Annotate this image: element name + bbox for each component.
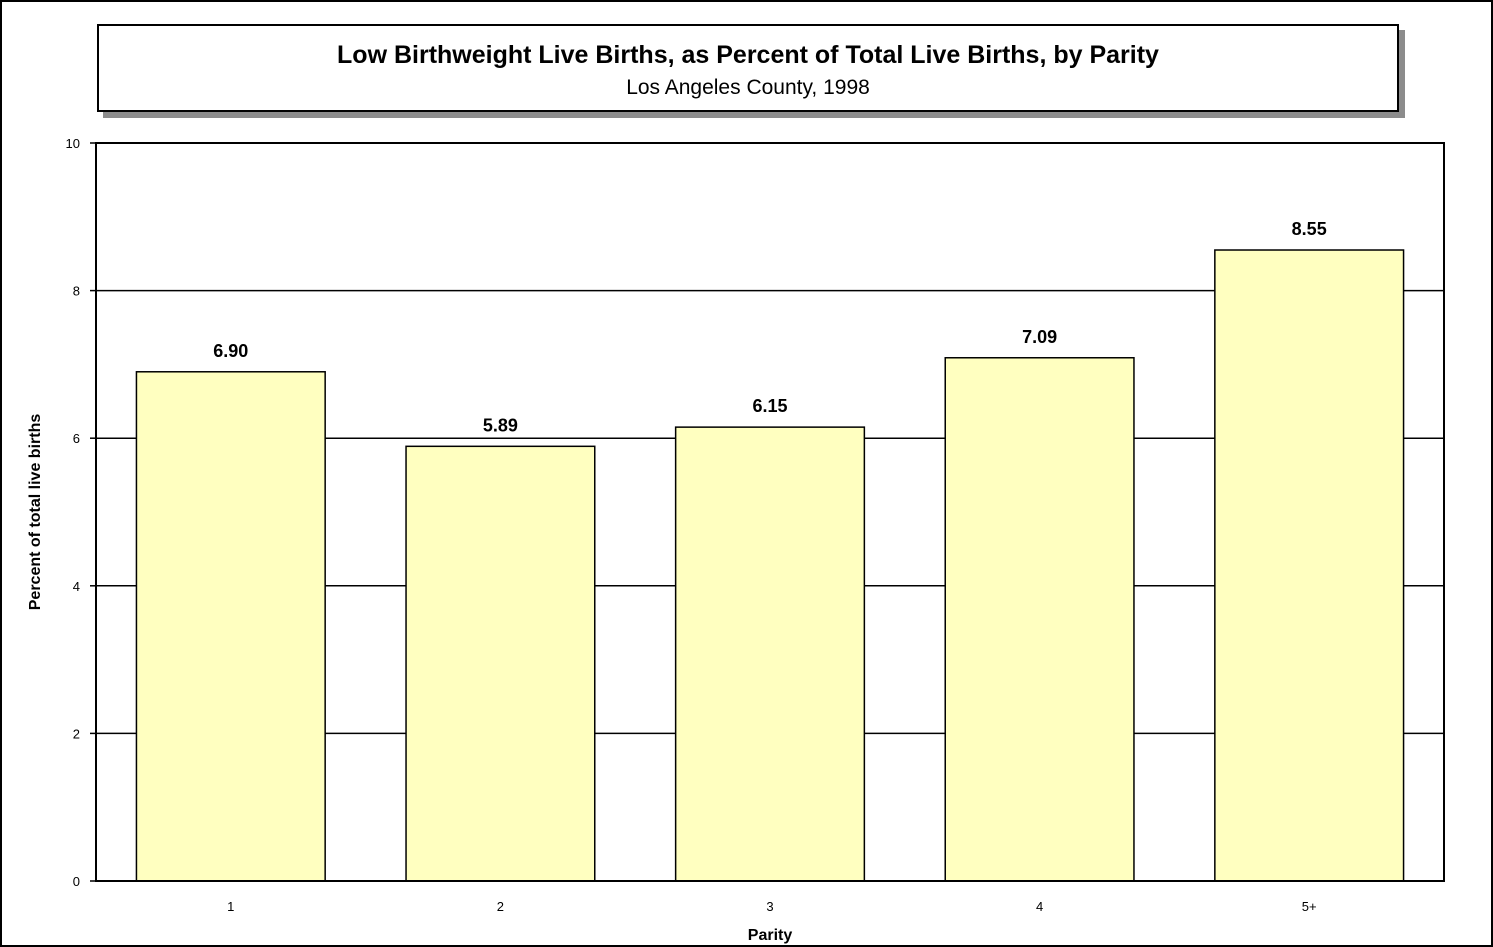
title-box: Low Birthweight Live Births, as Percent … [97,24,1399,112]
y-tick-label: 10 [66,136,80,151]
y-tick-label: 2 [73,726,80,741]
data-label: 6.90 [213,341,248,361]
bar-1 [135,371,326,882]
x-tick-label: 4 [1036,899,1043,914]
bar-4 [944,357,1135,882]
y-tick-label: 4 [73,579,80,594]
x-tick-label: 5+ [1302,899,1317,914]
bar-5+ [1214,249,1405,882]
bar-2 [405,445,596,882]
y-axis-ticks: 0 2 4 6 8 10 [66,136,96,889]
plot-area [95,142,1445,882]
y-axis-title: Percent of total live births [27,414,44,611]
data-label: 7.09 [1022,327,1057,347]
chart-title: Low Birthweight Live Births, as Percent … [337,41,1159,69]
y-tick-label: 0 [73,874,80,889]
chart-subtitle: Los Angeles County, 1998 [626,76,870,99]
data-labels: 6.90 5.89 6.15 7.09 8.55 [213,219,1326,435]
bar-3 [674,426,866,882]
x-axis-ticks: 1 2 3 4 5+ [227,899,1316,914]
data-label: 6.15 [752,396,787,416]
data-label: 8.55 [1292,219,1327,239]
y-tick-label: 8 [73,284,80,299]
data-label: 5.89 [483,415,518,435]
x-tick-label: 3 [766,899,773,914]
x-axis-title: Parity [748,927,793,944]
x-tick-label: 1 [227,899,234,914]
y-tick-label: 6 [73,431,80,446]
bars [135,249,1405,882]
x-tick-label: 2 [497,899,504,914]
